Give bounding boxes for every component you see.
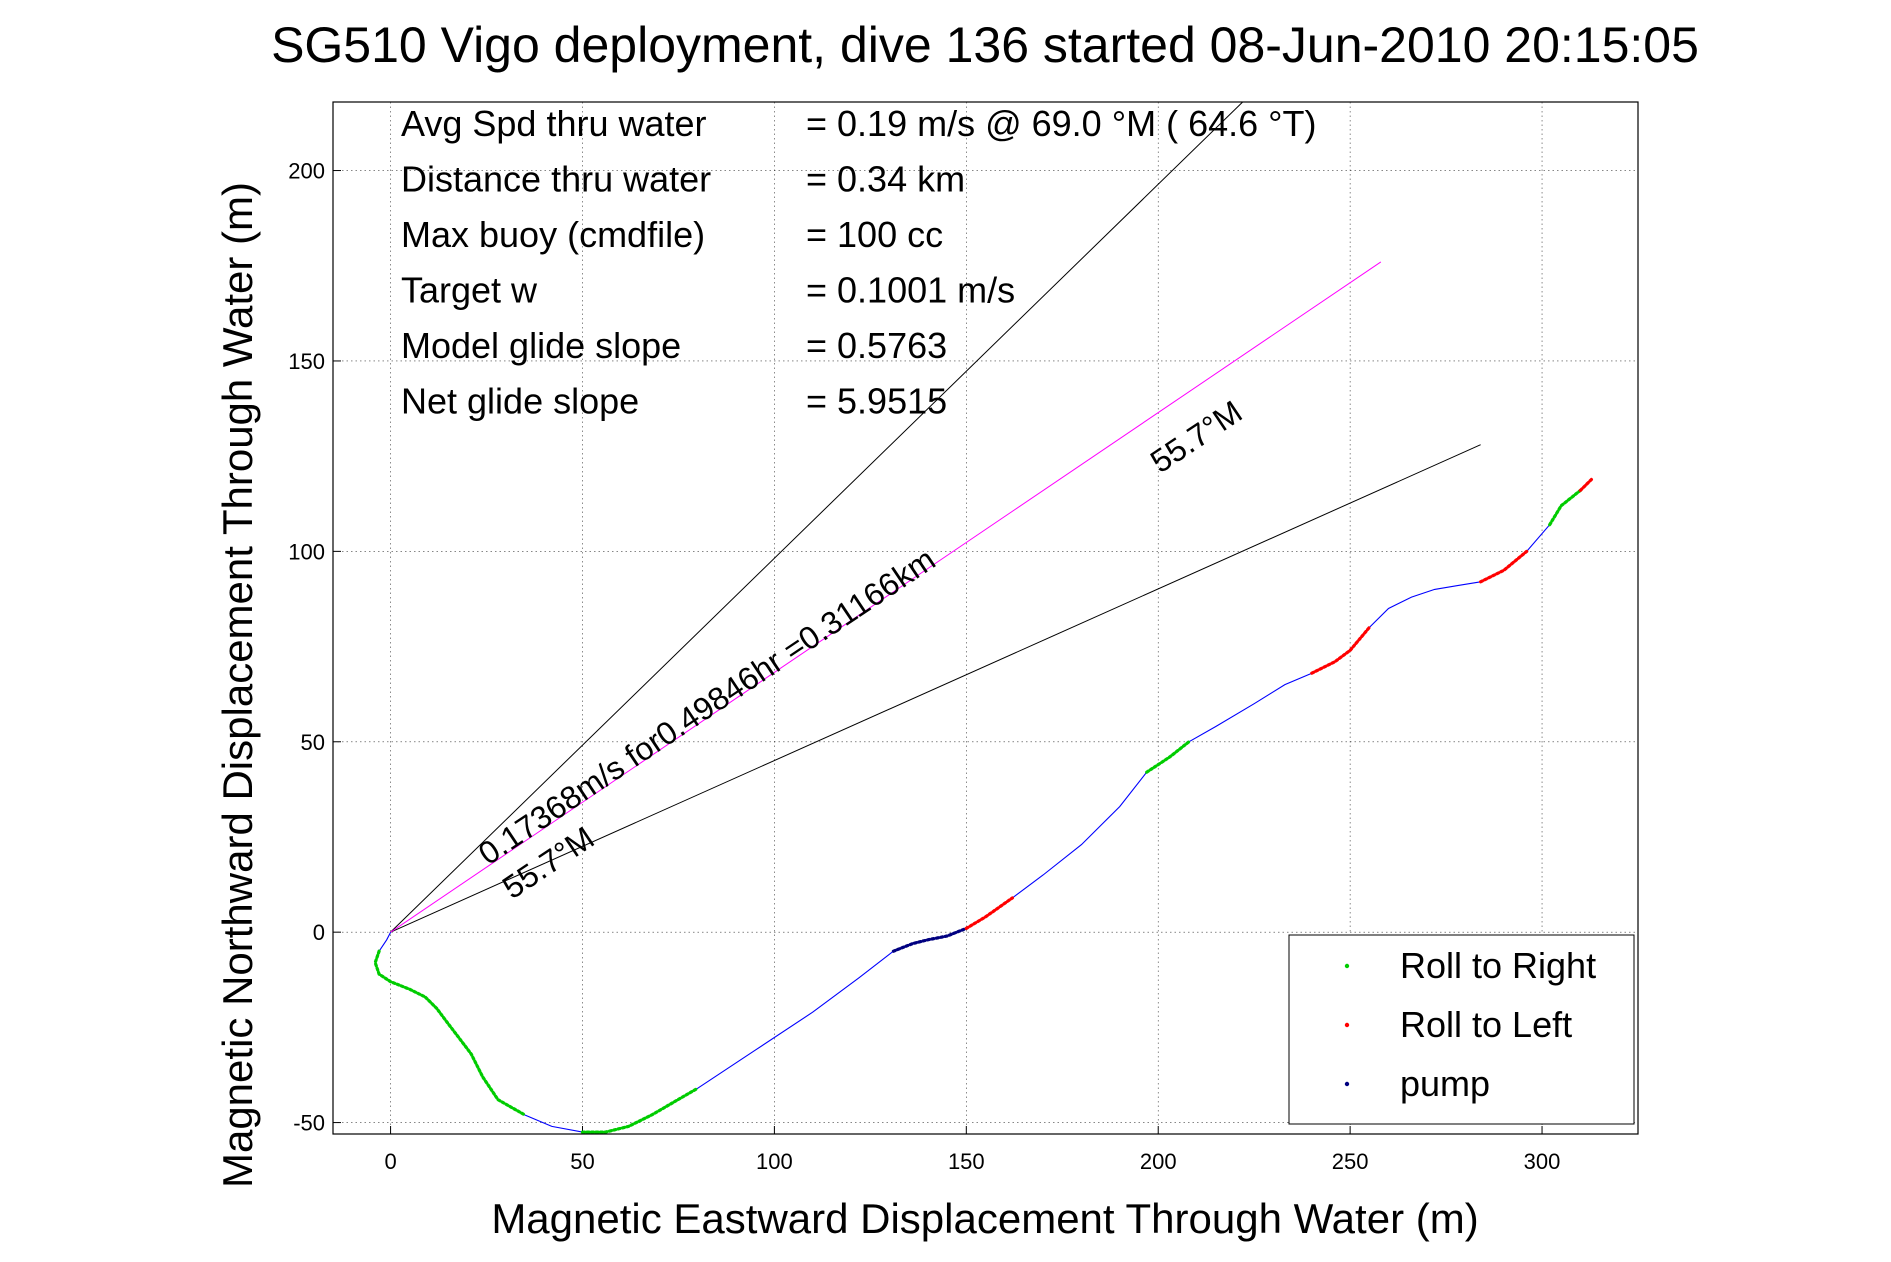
legend-label: Roll to Left (1400, 1004, 1572, 1045)
legend-marker (1344, 963, 1350, 969)
x-tick-label: 100 (756, 1149, 793, 1174)
x-tick-labels: 0 50 100 150 200 250 300 (384, 1149, 1560, 1174)
x-tick-label: 250 (1332, 1149, 1369, 1174)
y-tick-label: 150 (288, 349, 325, 374)
x-tick-label: 0 (384, 1149, 396, 1174)
y-tick-label: 100 (288, 539, 325, 564)
gridlines (333, 102, 1638, 1134)
info-label: Distance thru water (401, 159, 711, 200)
y-tick-label: 0 (313, 920, 325, 945)
info-label: Net glide slope (401, 381, 639, 422)
segment-roll-to-right (1145, 740, 1191, 774)
info-value: = 0.19 m/s @ 69.0 °M ( 64.6 °T) (806, 103, 1317, 144)
segment-roll-to-right (373, 949, 527, 1117)
legend-label: pump (1400, 1063, 1490, 1104)
x-tick-label: 150 (948, 1149, 985, 1174)
dive-info-block: Avg Spd thru water = 0.19 m/s @ 69.0 °M (… (401, 103, 1317, 422)
mean-vector-annotation: 0.17368m/s for0.49846hr =0.31166km (472, 541, 942, 872)
x-tick-label: 50 (570, 1149, 594, 1174)
x-tick-label: 200 (1140, 1149, 1177, 1174)
segment-roll-to-left (1578, 477, 1594, 492)
reference-lines (390, 101, 1481, 933)
segment-roll-to-right (1548, 488, 1582, 527)
y-tick-labels: -50 0 50 100 150 200 (288, 159, 325, 1136)
y-tick-label: 50 (301, 730, 325, 755)
info-value: = 5.9515 (806, 381, 947, 422)
y-tick-label: -50 (293, 1111, 325, 1136)
x-tick-label: 300 (1524, 1149, 1561, 1174)
info-label: Max buoy (cmdfile) (401, 214, 705, 255)
legend-marker (1344, 1081, 1350, 1087)
legend-label: Roll to Right (1400, 945, 1596, 986)
segment-roll-to-left (1310, 625, 1371, 675)
info-value: = 100 cc (806, 214, 943, 255)
segment-roll-to-left (1479, 549, 1529, 584)
segment-roll-to-left (964, 896, 1014, 930)
info-label: Avg Spd thru water (401, 103, 707, 144)
plot-area-frame (332, 101, 1639, 1135)
chart-title: SG510 Vigo deployment, dive 136 started … (271, 17, 1699, 73)
x-axis-label: Magnetic Eastward Displacement Through W… (491, 1195, 1478, 1242)
segment-roll-to-right (580, 1086, 700, 1134)
legend-marker (1344, 1022, 1350, 1028)
upper-heading-line (390, 101, 1244, 933)
info-value: = 0.5763 (806, 325, 947, 366)
info-value: = 0.34 km (806, 159, 965, 200)
segment-pump (891, 926, 968, 953)
lower-heading-line (390, 444, 1481, 933)
y-axis-label: Magnetic Northward Displacement Through … (214, 182, 261, 1188)
legend: Roll to Right Roll to Left pump (1288, 934, 1635, 1125)
mean-current-line (390, 261, 1382, 933)
heading-annotation-upper: 55.7°M (1144, 393, 1249, 480)
info-value: = 0.1001 m/s (806, 270, 1015, 311)
y-tick-label: 200 (288, 159, 325, 184)
info-label: Model glide slope (401, 325, 681, 366)
info-label: Target w (401, 270, 538, 311)
legend-items: Roll to Right Roll to Left pump (1344, 945, 1596, 1104)
track-layer (373, 477, 1594, 1134)
